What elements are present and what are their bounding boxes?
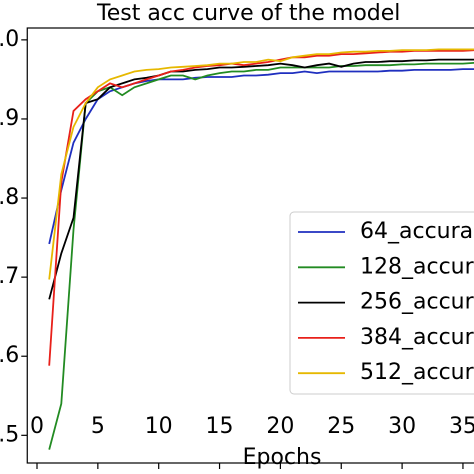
legend-label: 384_accuracy (360, 325, 474, 350)
legend-label: 256_accuracy (360, 290, 474, 315)
plot-frame (26, 27, 474, 464)
y-tick-label: 0.9 (0, 106, 19, 131)
x-tick-label: 25 (327, 414, 355, 439)
x-tick-label: 5 (91, 414, 105, 439)
x-tick-label: 35 (449, 414, 474, 439)
y-tick-label: 0.6 (0, 343, 19, 368)
x-axis-label: Epochs (243, 445, 322, 470)
x-tick-label: 30 (388, 414, 416, 439)
y-tick-label: 1.0 (0, 27, 19, 52)
plot-lines (48, 48, 474, 450)
series-line (48, 61, 474, 450)
chart-title: Test acc curve of the model (96, 1, 400, 26)
legend-label: 64_accuracy (360, 219, 474, 244)
x-tick-label: 20 (266, 414, 294, 439)
series-line (48, 58, 474, 300)
legend-box (289, 211, 474, 395)
y-tick-label: 0.7 (0, 264, 19, 289)
y-tick-label: 0.8 (0, 185, 19, 210)
legend-label: 512_accuracy (360, 360, 474, 385)
legend-label: 128_accuracy (360, 254, 474, 279)
series-line (48, 48, 474, 280)
y-tick-label: 0.5 (0, 422, 19, 447)
x-tick-label: 15 (206, 414, 234, 439)
x-tick-label: 10 (145, 414, 173, 439)
x-tick-label: 0 (30, 414, 44, 439)
